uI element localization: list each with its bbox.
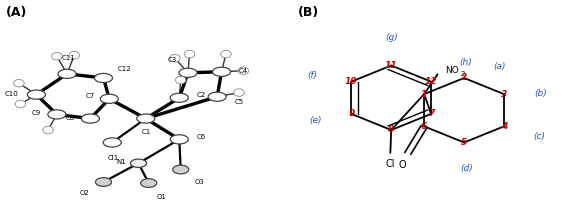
Ellipse shape <box>170 93 188 102</box>
Text: O: O <box>399 160 406 170</box>
Ellipse shape <box>96 178 111 186</box>
Circle shape <box>14 79 24 87</box>
Text: Cl1: Cl1 <box>108 155 120 161</box>
Text: C5: C5 <box>234 99 244 105</box>
Ellipse shape <box>103 138 121 147</box>
Text: N1: N1 <box>116 159 126 165</box>
Text: (h): (h) <box>459 58 472 67</box>
Text: (f): (f) <box>308 71 318 80</box>
Text: 5: 5 <box>461 138 467 147</box>
Text: C6: C6 <box>196 134 206 140</box>
Text: O2: O2 <box>80 191 89 196</box>
Text: C9: C9 <box>32 110 41 116</box>
Ellipse shape <box>58 69 76 78</box>
Circle shape <box>51 52 62 60</box>
Ellipse shape <box>170 135 188 144</box>
Text: 12: 12 <box>425 77 437 86</box>
Text: 6: 6 <box>421 122 427 131</box>
Text: 10: 10 <box>345 77 357 86</box>
Text: 3: 3 <box>501 90 507 99</box>
Text: 8: 8 <box>388 125 394 135</box>
Text: C4: C4 <box>239 68 248 74</box>
Circle shape <box>69 51 79 59</box>
Text: C10: C10 <box>5 91 19 97</box>
Text: O3: O3 <box>195 179 205 185</box>
Circle shape <box>170 54 180 62</box>
Text: C7: C7 <box>86 93 95 99</box>
Text: (a): (a) <box>493 62 506 71</box>
Text: (b): (b) <box>535 89 547 98</box>
Text: (d): (d) <box>461 164 473 173</box>
Ellipse shape <box>208 92 226 101</box>
Ellipse shape <box>81 114 99 123</box>
Text: C3: C3 <box>167 57 177 63</box>
Text: C1: C1 <box>141 129 150 135</box>
Text: (c): (c) <box>533 132 546 141</box>
Text: C8: C8 <box>65 115 75 120</box>
Circle shape <box>184 50 195 58</box>
Circle shape <box>234 89 244 96</box>
Text: (g): (g) <box>385 33 398 42</box>
Text: NO: NO <box>445 66 459 75</box>
Ellipse shape <box>141 179 157 187</box>
Text: 1: 1 <box>421 90 427 99</box>
Circle shape <box>43 126 54 134</box>
Ellipse shape <box>100 94 118 103</box>
Ellipse shape <box>212 67 230 76</box>
Text: C12: C12 <box>118 66 131 72</box>
Text: 2: 2 <box>461 73 467 83</box>
Ellipse shape <box>48 110 66 119</box>
Ellipse shape <box>179 68 197 77</box>
Text: (e): (e) <box>310 116 322 125</box>
Ellipse shape <box>94 73 113 83</box>
Ellipse shape <box>27 90 45 99</box>
Text: O1: O1 <box>157 194 167 199</box>
Text: Cl: Cl <box>385 159 395 169</box>
Text: 11: 11 <box>385 61 398 70</box>
Circle shape <box>238 67 248 74</box>
Text: 7: 7 <box>428 109 434 118</box>
Text: C11: C11 <box>62 55 75 61</box>
Text: 2: 2 <box>461 71 465 77</box>
Ellipse shape <box>173 165 189 174</box>
Text: C2: C2 <box>196 92 206 98</box>
Circle shape <box>220 50 231 58</box>
Text: 4: 4 <box>501 122 507 131</box>
Text: (A): (A) <box>6 6 27 19</box>
Ellipse shape <box>136 114 154 123</box>
Text: (B): (B) <box>297 6 319 19</box>
Circle shape <box>15 100 26 108</box>
Ellipse shape <box>131 159 146 167</box>
Text: 9: 9 <box>348 109 354 118</box>
Circle shape <box>175 76 186 84</box>
